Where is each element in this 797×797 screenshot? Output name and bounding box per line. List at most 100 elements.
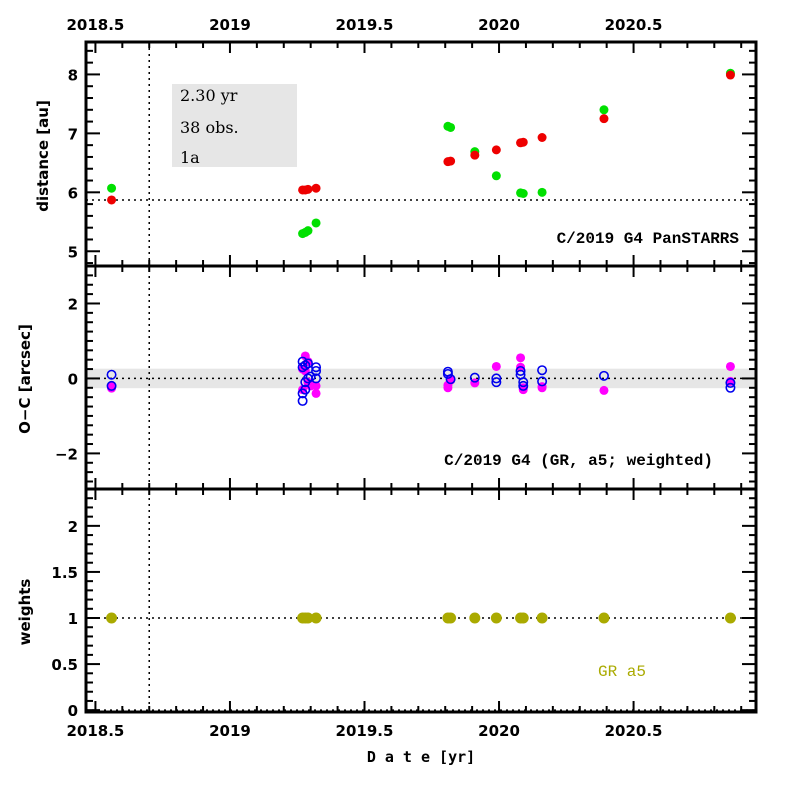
data-point-red (446, 156, 456, 166)
data-point-weights (469, 612, 481, 624)
data-point-open-blue (302, 358, 313, 369)
data-point-filled-magenta (443, 383, 453, 393)
info-box (172, 84, 297, 167)
data-point-open-blue (311, 373, 322, 384)
x-axis-label: D a t e [yr] (367, 748, 475, 766)
y-tick-label: 7 (68, 125, 78, 143)
data-point-open-blue (311, 362, 322, 373)
data-point-weights (536, 612, 548, 624)
info-box-line-2: 38 obs. (180, 118, 239, 137)
data-point-weights (302, 612, 314, 624)
data-point-green (491, 171, 501, 181)
y-tick-label: 6 (68, 184, 78, 202)
data-point-green (303, 226, 313, 236)
data-point-weights (724, 612, 736, 624)
data-point-red (518, 137, 528, 147)
top-x-tick-label: 2019 (209, 16, 251, 34)
data-point-green (599, 105, 609, 115)
residuals-ylabel: O−C [arcsec] (16, 324, 34, 434)
data-point-open-blue (491, 377, 502, 388)
data-point-open-blue (725, 377, 736, 388)
bottom-x-tick-label: 2019 (209, 722, 251, 740)
data-point-filled-magenta (311, 388, 321, 398)
weights-annotation: GR a5 (598, 663, 646, 681)
data-point-weights (490, 612, 502, 624)
data-point-green (446, 122, 456, 132)
bottom-x-tick-label: 2020 (478, 722, 520, 740)
residuals-annotation: C/2019 G4 (GR, a5; weighted) (444, 452, 713, 470)
data-point-filled-magenta (599, 385, 609, 395)
data-point-red (107, 195, 117, 205)
data-point-green (311, 218, 321, 228)
bottom-x-tick-label: 2018.5 (66, 722, 124, 740)
data-point-filled-magenta (516, 353, 526, 363)
data-point-red (303, 184, 313, 194)
data-point-open-blue (537, 365, 548, 376)
data-point-red (311, 183, 321, 193)
data-point-red (537, 132, 547, 142)
data-point-green (518, 188, 528, 198)
y-tick-label: 0 (68, 370, 78, 388)
weights-ylabel: weights (16, 579, 34, 646)
data-point-filled-magenta (311, 381, 321, 391)
data-point-open-blue (442, 368, 453, 379)
data-points (106, 68, 736, 624)
top-x-tick-label: 2020 (478, 16, 520, 34)
residual-band (86, 368, 756, 389)
data-point-open-blue (305, 371, 316, 382)
data-point-weights (106, 612, 118, 624)
axes (84, 40, 758, 714)
data-point-open-blue (300, 360, 311, 371)
y-tick-label: 0 (68, 702, 78, 720)
y-tick-label: 1 (68, 610, 78, 628)
y-tick-label: 2 (68, 518, 78, 536)
bottom-x-tick-label: 2019.5 (336, 722, 394, 740)
data-point-open-blue (300, 384, 311, 395)
data-point-weights (310, 612, 322, 624)
y-tick-label: 8 (68, 66, 78, 84)
data-point-open-blue (598, 370, 609, 381)
data-point-open-blue (518, 377, 529, 388)
y-tick-label: 2 (68, 295, 78, 313)
reference-lines (86, 42, 756, 712)
y-tick-label: 5 (68, 243, 78, 261)
panel-frame (84, 487, 758, 714)
data-point-red (599, 114, 609, 124)
data-point-weights (445, 612, 457, 624)
y-tick-label: 1.5 (51, 564, 78, 582)
data-point-open-blue (469, 372, 480, 383)
data-point-filled-magenta (725, 361, 735, 371)
data-point-open-blue (725, 382, 736, 393)
data-point-filled-magenta (491, 361, 501, 371)
data-point-open-blue (311, 365, 322, 376)
distance-ylabel: distance [au] (34, 100, 52, 212)
data-point-open-blue (491, 373, 502, 384)
data-point-red (725, 70, 735, 80)
distance-annotation: C/2019 G4 PanSTARRS (557, 230, 740, 248)
data-point-green (537, 187, 547, 197)
data-point-weights (598, 612, 610, 624)
background-layer (86, 84, 756, 389)
bottom-x-tick-label: 2020.5 (605, 722, 663, 740)
data-point-weights (517, 612, 529, 624)
info-box-line-1: 2.30 yr (180, 86, 238, 105)
data-point-open-blue (518, 380, 529, 391)
top-x-tick-label: 2020.5 (605, 16, 663, 34)
data-point-red (491, 145, 501, 155)
data-point-red (470, 150, 480, 160)
labels: 2.30 yr 38 obs. 1a C/2019 G4 PanSTARRS C… (16, 16, 739, 766)
data-point-green (107, 183, 117, 193)
data-point-open-blue (106, 380, 117, 391)
data-point-filled-magenta (107, 383, 117, 393)
data-point-open-blue (445, 374, 456, 385)
info-box-line-3: 1a (180, 148, 200, 167)
y-tick-label: −2 (55, 445, 78, 463)
top-x-tick-label: 2019.5 (336, 16, 394, 34)
data-point-open-blue (106, 369, 117, 380)
data-point-open-blue (537, 376, 548, 387)
y-tick-label: 0.5 (51, 656, 78, 674)
data-point-open-blue (515, 365, 526, 376)
top-x-tick-label: 2018.5 (66, 16, 124, 34)
data-point-open-blue (297, 395, 308, 406)
